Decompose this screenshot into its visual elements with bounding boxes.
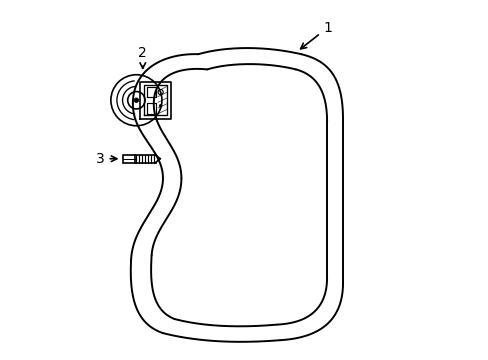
Text: 3: 3 — [96, 152, 117, 166]
Text: 2: 2 — [138, 46, 147, 68]
Circle shape — [134, 98, 139, 103]
Circle shape — [159, 104, 162, 107]
Text: 1: 1 — [300, 21, 331, 49]
